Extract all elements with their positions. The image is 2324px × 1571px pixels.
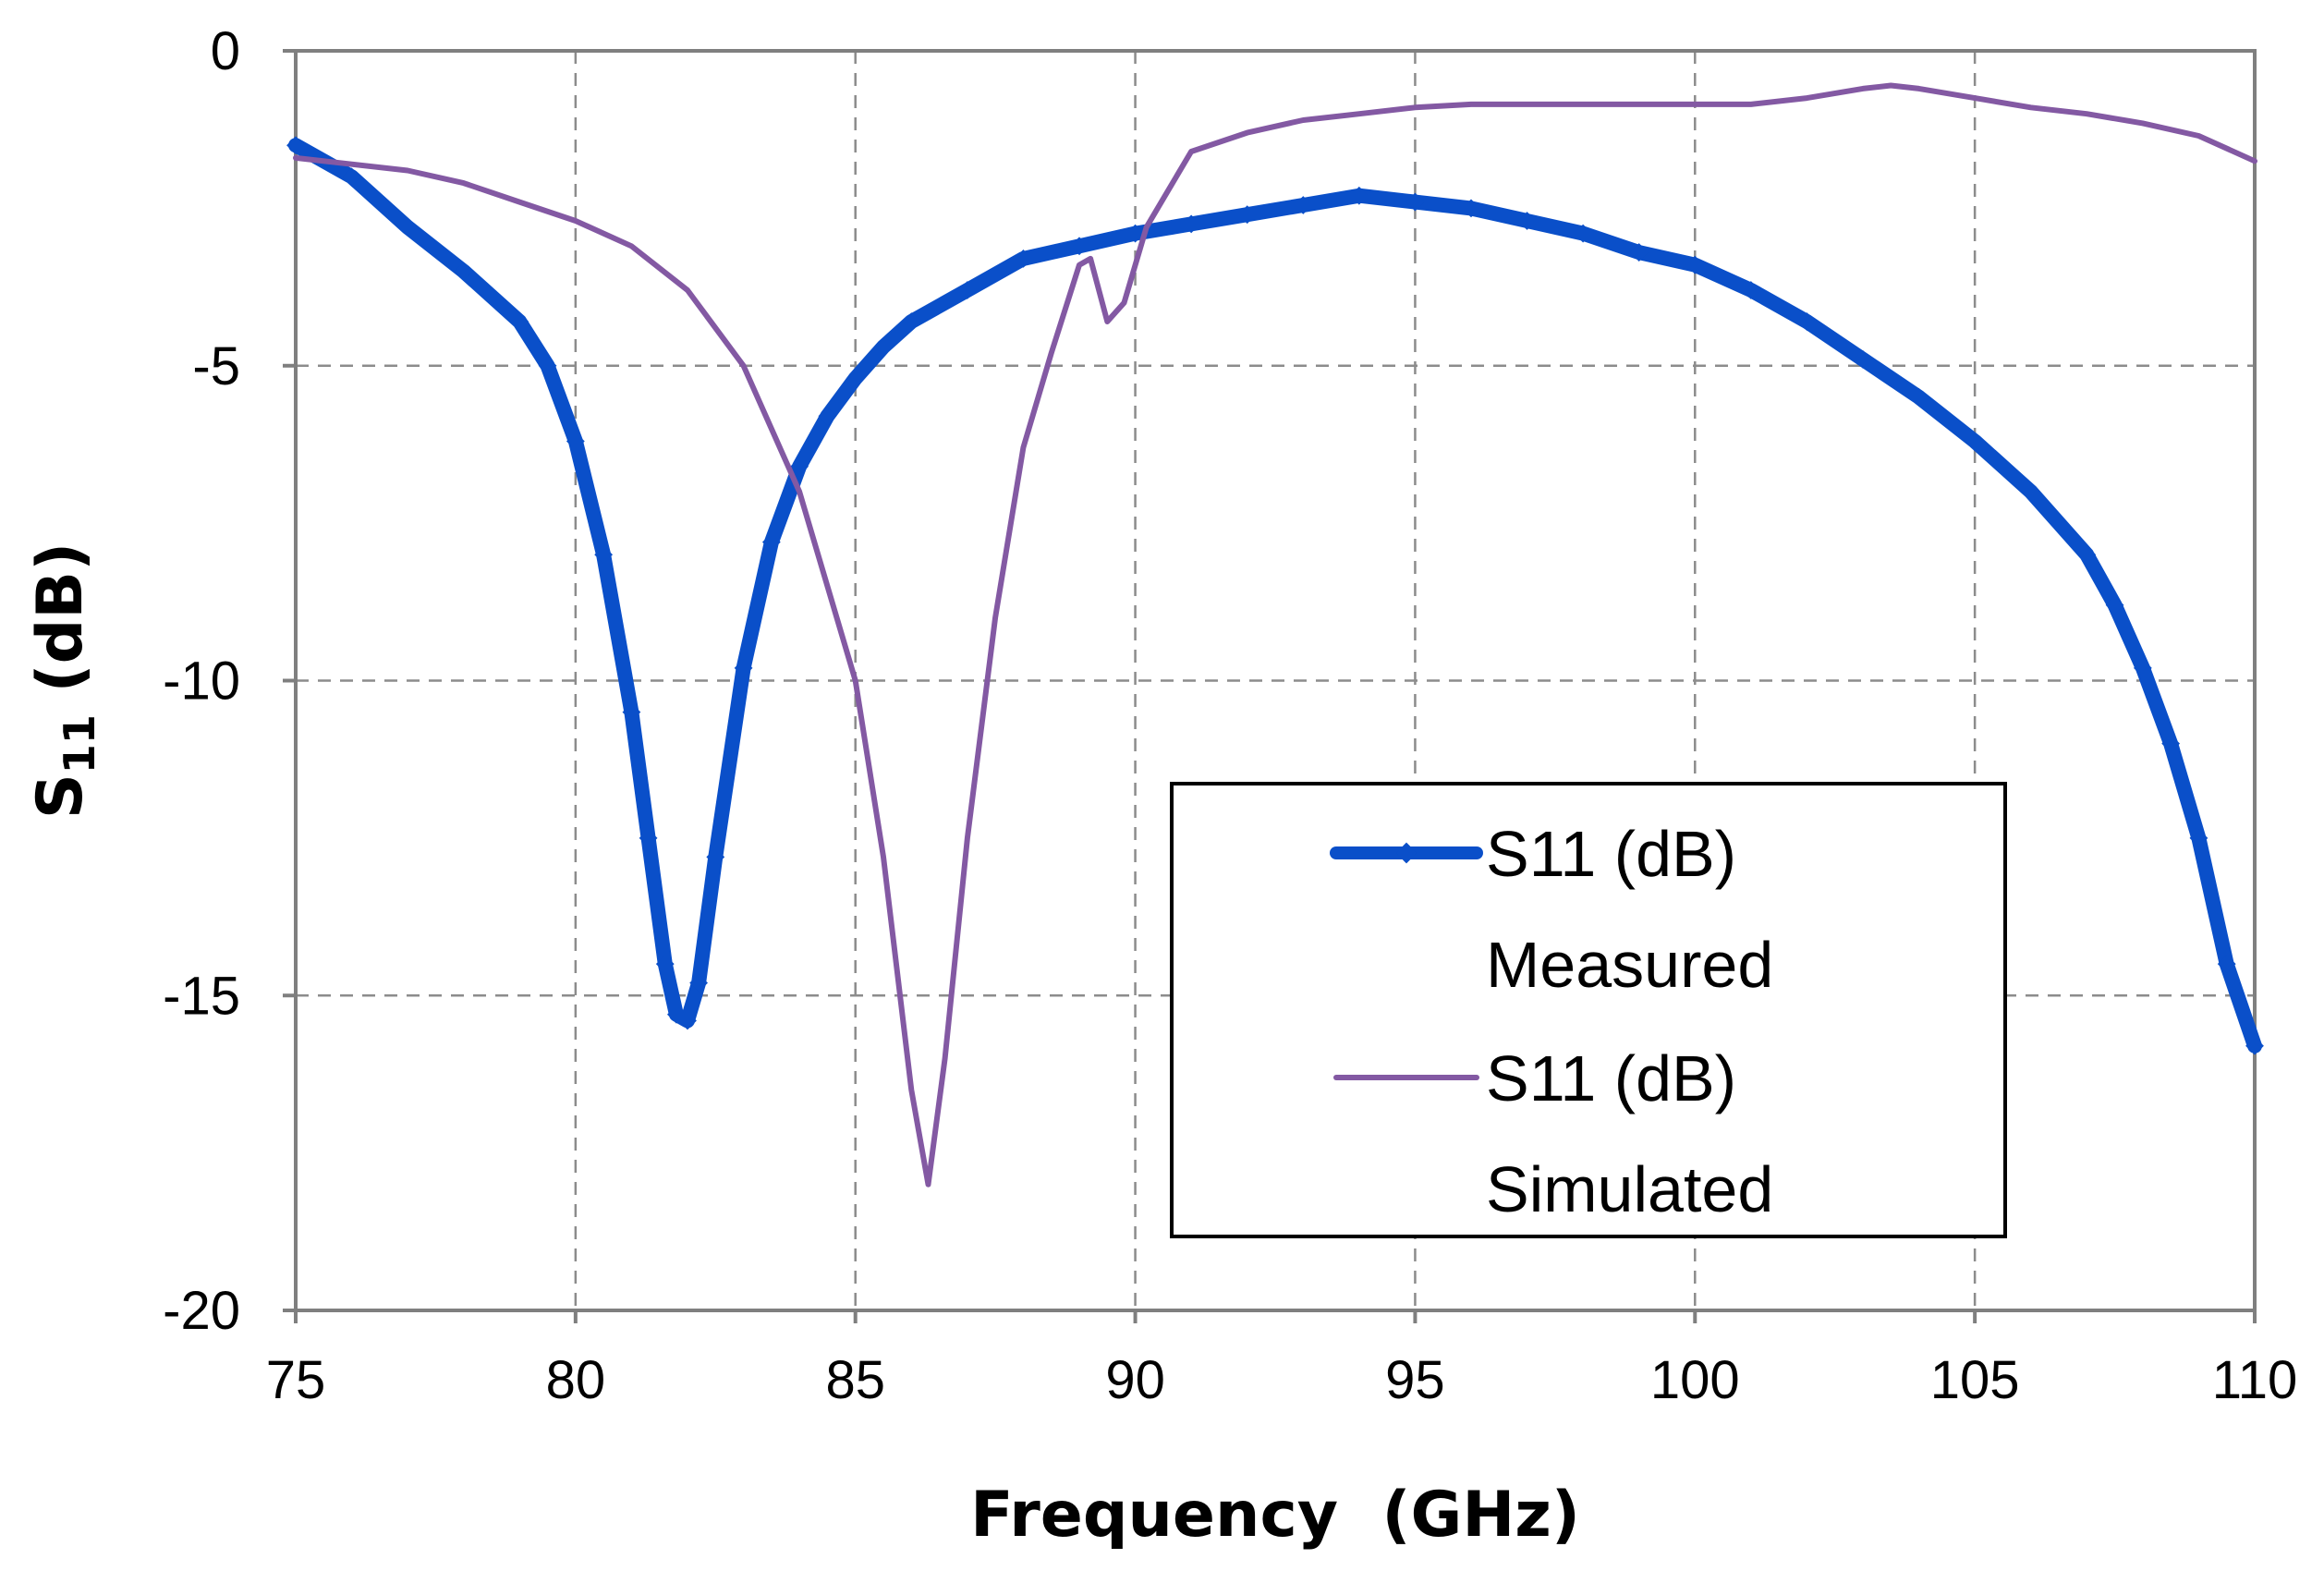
y-tick-label: -15	[163, 966, 240, 1026]
measured-data-point	[286, 136, 305, 155]
y-tick-label: 0	[211, 21, 240, 81]
legend-box	[1170, 782, 2007, 1238]
measured-data-point	[1854, 350, 1872, 369]
measured-data-point	[1014, 249, 1033, 268]
x-axis-title: Frequency (GHz)	[970, 1479, 1580, 1552]
measured-data-point	[874, 337, 893, 357]
measured-data-point	[1909, 387, 1929, 407]
label-layer: 75 80 85 90 95 100 105 110 0 -5 -10 -15 -20 Frequency…	[24, 21, 2297, 1552]
y-axis-title-unit: (dB)	[24, 542, 97, 714]
x-tick-label: 100	[1650, 1350, 1740, 1410]
measured-data-point	[1294, 196, 1313, 214]
measured-data-point	[734, 658, 753, 677]
x-tick-label: 85	[825, 1350, 885, 1410]
measured-data-point	[1237, 205, 1257, 225]
measured-data-point	[566, 432, 585, 451]
legend-label: S11 (dB)	[1486, 1042, 1736, 1114]
measured-data-point	[706, 847, 725, 867]
measured-data-point	[689, 973, 709, 993]
measured-data-point	[1741, 281, 1760, 299]
measured-data-point	[655, 955, 675, 974]
measured-data-point	[1349, 186, 1369, 205]
measured-data-point	[1182, 214, 1201, 234]
y-tick-label: -20	[163, 1281, 240, 1341]
measured-data-point	[538, 356, 557, 375]
x-tick-label: 110	[2212, 1350, 2297, 1410]
measured-data-point	[1797, 312, 1817, 331]
measured-data-point	[1965, 432, 1985, 451]
y-axis-title-subscript: 11	[55, 714, 104, 773]
measured-data-point	[2077, 545, 2097, 565]
measured-data-point	[957, 281, 977, 299]
x-tick-label: 80	[546, 1350, 606, 1410]
series-line-simulated	[293, 82, 2257, 1187]
measured-data-point	[2133, 658, 2152, 677]
y-axis-title-main: S	[24, 773, 97, 819]
measured-data-point	[2105, 595, 2124, 615]
measured-data-point	[1685, 255, 1705, 274]
measured-data-point	[2245, 1036, 2264, 1055]
measured-data-point	[1405, 192, 1425, 212]
series-layer	[286, 82, 2264, 1187]
measured-data-point	[1462, 199, 1480, 218]
legend-label: Simulated	[1486, 1153, 1773, 1225]
y-axis-title: S11 (dB)	[24, 542, 104, 819]
measured-data-point	[761, 532, 781, 552]
measured-data-point	[846, 369, 865, 388]
measured-data-point	[2217, 955, 2236, 974]
x-tick-label: 95	[1385, 1350, 1445, 1410]
measured-data-point	[790, 457, 809, 476]
measured-data-point	[1629, 243, 1649, 262]
measured-data-point	[398, 217, 418, 237]
measured-data-point	[2161, 734, 2181, 753]
x-tick-label: 105	[1930, 1350, 2020, 1410]
measured-data-point	[1125, 224, 1145, 243]
measured-data-point	[594, 545, 614, 565]
measured-data-point	[678, 1011, 697, 1030]
measured-data-point	[454, 262, 473, 281]
measured-data-point	[818, 407, 837, 426]
measured-data-point	[1574, 224, 1593, 243]
y-tick-label: -5	[192, 336, 240, 396]
measured-data-point	[342, 167, 361, 187]
measured-data-point	[1070, 237, 1089, 256]
legend: S11 (dB) Measured S11 (dB) Simulated	[1170, 782, 2007, 1238]
x-tick-label: 75	[266, 1350, 326, 1410]
measured-data-point	[902, 312, 921, 331]
measured-data-point	[1517, 212, 1537, 230]
x-tick-label: 90	[1105, 1350, 1165, 1410]
legend-marker	[1395, 842, 1418, 864]
measured-data-point	[2021, 482, 2040, 501]
y-tick-label: -10	[163, 652, 240, 712]
measured-data-point	[622, 702, 641, 722]
tick-layer	[283, 49, 2257, 1323]
measured-data-point	[510, 312, 529, 331]
legend-label: S11 (dB)	[1486, 818, 1736, 890]
measured-data-point	[639, 828, 658, 847]
measured-data-point	[2189, 828, 2208, 847]
legend-label: Measured	[1486, 929, 1773, 1001]
